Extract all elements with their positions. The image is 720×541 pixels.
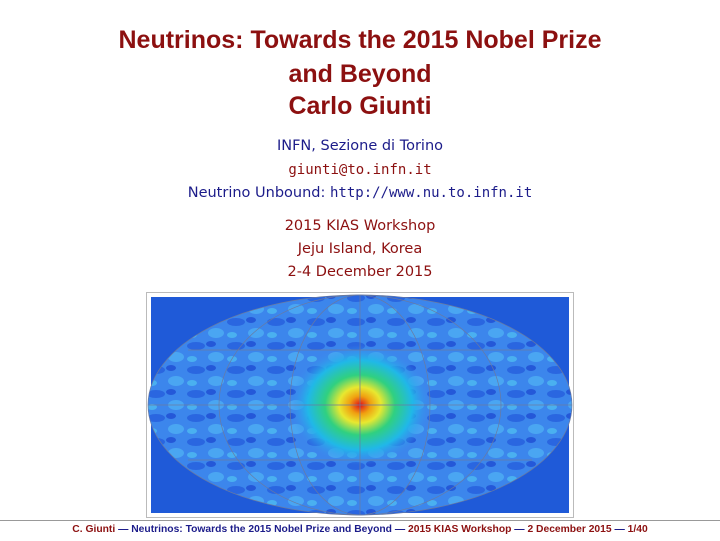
footer-page: 1/40 <box>627 524 648 535</box>
event-name: 2015 KIAS Workshop <box>284 218 436 234</box>
title-line: and Beyond <box>288 60 432 88</box>
author: Carlo Giunti <box>288 92 432 120</box>
institute: INFN, Sezione di Torino <box>276 138 444 154</box>
footer-event: 2015 KIAS Workshop <box>408 524 512 535</box>
email: giunti@to.infn.it <box>288 162 432 178</box>
website-url: http://www.nu.to.infn.it <box>329 185 533 201</box>
footer-separator: — <box>514 524 525 535</box>
event-place: Jeju Island, Korea <box>297 241 423 257</box>
footer-separator: — <box>614 524 625 535</box>
website-label: Neutrino Unbound: <box>187 185 326 201</box>
website: Neutrino Unbound: http://www.nu.to.infn.… <box>0 185 720 201</box>
footer-separator: — <box>118 524 129 535</box>
footer-rule <box>0 520 720 521</box>
footer-author: C. Giunti <box>72 524 116 535</box>
footer-separator: — <box>394 524 406 535</box>
footer-talk: Neutrinos: Towards the 2015 Nobel Prize … <box>131 524 392 535</box>
sky-map <box>146 292 574 518</box>
footer: C. Giunti — Neutrinos: Towards the 2015 … <box>0 524 720 535</box>
title-line: Neutrinos: Towards the 2015 Nobel Prize <box>118 26 602 54</box>
event-dates: 2-4 December 2015 <box>287 264 433 280</box>
footer-date: 2 December 2015 <box>527 524 612 535</box>
